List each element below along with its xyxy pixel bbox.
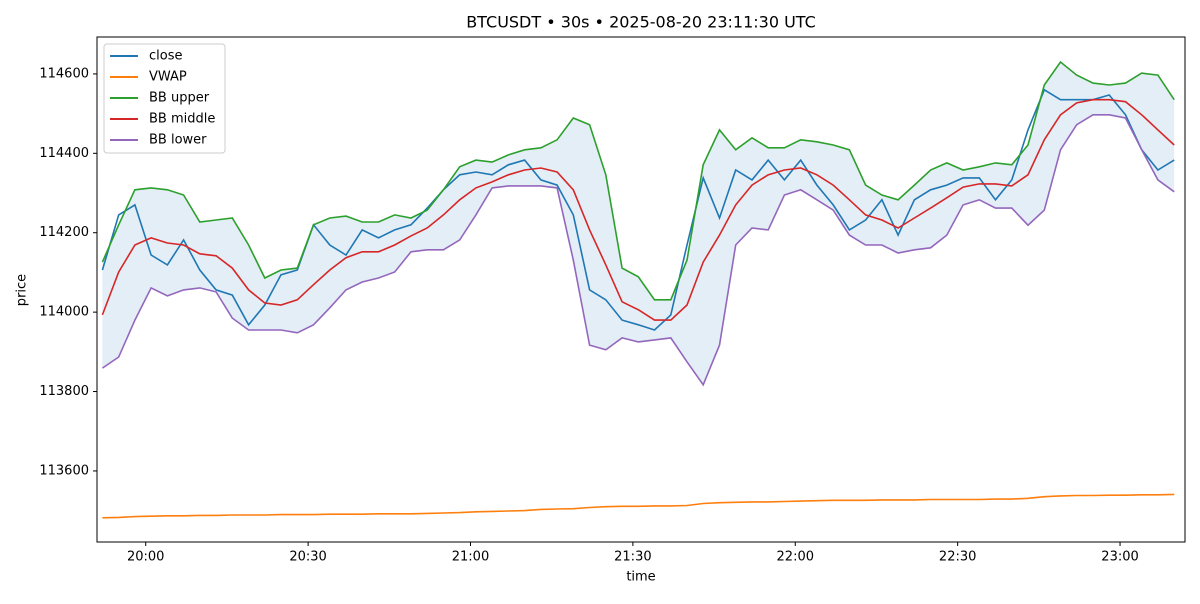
x-tick-label: 21:30 xyxy=(614,550,651,565)
x-tick-label: 23:00 xyxy=(1101,550,1138,565)
chart-title: BTCUSDT • 30s • 2025-08-20 23:11:30 UTC xyxy=(466,13,816,32)
x-axis-label: time xyxy=(626,570,655,585)
legend-label: VWAP xyxy=(149,70,187,85)
line xyxy=(101,88,1175,331)
legend: close VWAP BB upper BB middle BB lower xyxy=(103,43,226,154)
x-tick-label: 21:00 xyxy=(452,550,489,565)
y-tick-label: 114600 xyxy=(39,66,89,81)
legend-label: BB lower xyxy=(149,133,207,148)
y-tick-label: 114200 xyxy=(39,225,89,240)
line xyxy=(101,114,1175,387)
y-tick-label: 114000 xyxy=(39,305,89,320)
plot-frame xyxy=(96,36,1186,543)
band xyxy=(102,62,1175,385)
line xyxy=(101,60,1175,301)
legend-label: close xyxy=(149,49,182,64)
y-tick-label: 114400 xyxy=(39,146,89,161)
x-tick-label: 22:00 xyxy=(777,550,814,565)
x-tick-label: 20:30 xyxy=(289,550,326,565)
legend-label: BB middle xyxy=(149,112,215,127)
y-tick-label: 113600 xyxy=(39,463,89,478)
legend-box xyxy=(103,43,226,154)
line xyxy=(102,493,1175,519)
line xyxy=(101,98,1175,321)
y-tick-label: 113800 xyxy=(39,384,89,399)
y-axis-label: price xyxy=(15,274,30,306)
legend-label: BB upper xyxy=(149,91,210,106)
x-tick-label: 20:00 xyxy=(127,550,164,565)
x-tick-label: 22:30 xyxy=(939,550,976,565)
